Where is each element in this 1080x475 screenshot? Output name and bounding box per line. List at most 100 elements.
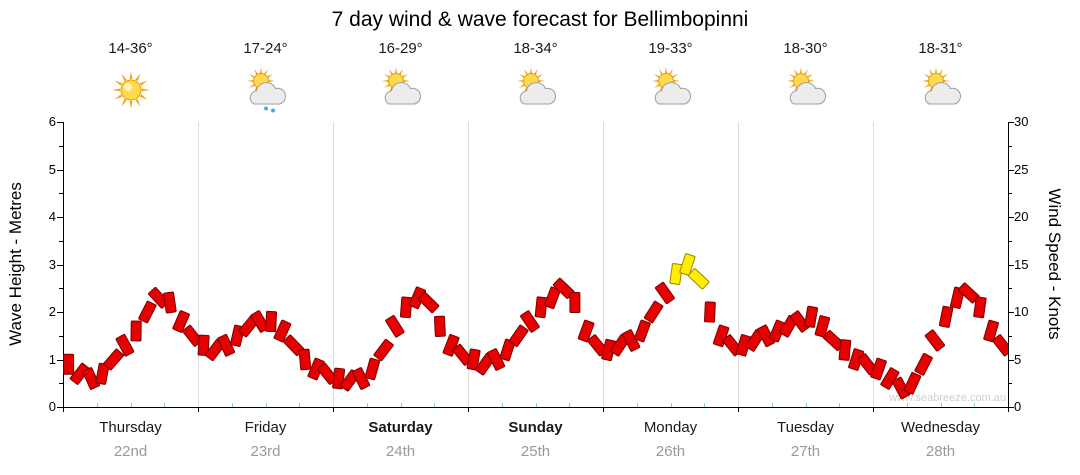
wind-barb xyxy=(992,334,1008,357)
temp-label: 16-29° xyxy=(378,40,423,57)
day-gridline xyxy=(333,122,334,407)
wind-barb xyxy=(130,320,142,342)
wind-barb xyxy=(838,339,852,361)
partly-cloudy-icon xyxy=(917,66,965,114)
wind-barb xyxy=(534,296,548,319)
x-axis-minor-tick xyxy=(96,403,98,407)
wind-barb xyxy=(265,310,278,333)
wind-axis-tick-label: 10 xyxy=(1014,304,1029,319)
temp-label: 14-36° xyxy=(108,40,153,57)
wave-axis-tick-label: 3 xyxy=(48,256,56,272)
wind-barb xyxy=(569,291,581,314)
wind-axis-minor-tick xyxy=(1008,145,1012,147)
x-axis-minor-tick xyxy=(771,403,773,407)
wave-axis-tick xyxy=(57,312,63,313)
date-label: 26th xyxy=(655,443,686,460)
wind-barb xyxy=(703,301,716,323)
wind-axis-tick xyxy=(1008,169,1014,171)
wind-barb xyxy=(163,291,177,314)
x-axis-tick xyxy=(603,407,604,412)
x-axis-minor-tick xyxy=(839,403,841,407)
wind-speed-axis-label: Wind Speed - Knots xyxy=(1045,188,1064,340)
x-axis-minor-tick xyxy=(299,403,301,407)
wind-axis-minor-tick xyxy=(1008,335,1012,337)
wind-axis-minor-tick xyxy=(1008,240,1012,242)
wave-axis-tick xyxy=(57,169,63,171)
wind-barb xyxy=(63,353,75,375)
x-axis-minor-tick xyxy=(569,403,571,407)
wind-barb xyxy=(654,281,675,305)
wave-axis-tick-label: 2 xyxy=(48,304,56,319)
x-axis-minor-tick xyxy=(535,403,537,407)
wave-axis-tick xyxy=(57,122,63,123)
day-label: Friday xyxy=(244,419,287,436)
wind-axis-tick-label: 15 xyxy=(1014,256,1029,272)
wind-barb xyxy=(385,315,405,338)
sunny-icon xyxy=(107,66,155,114)
wind-barb xyxy=(273,319,292,343)
wave-axis-tick xyxy=(57,217,63,218)
wind-barb xyxy=(103,348,125,371)
wind-barb xyxy=(903,371,922,395)
wind-barb xyxy=(373,338,394,362)
wave-axis-tick xyxy=(57,359,63,361)
x-axis-minor-tick xyxy=(906,403,908,407)
x-axis-minor-tick xyxy=(805,403,807,407)
wind-axis-tick-label: 30 xyxy=(1014,114,1029,129)
wind-axis-tick-label: 25 xyxy=(1014,161,1029,177)
wind-barb xyxy=(69,362,91,385)
wind-barb xyxy=(914,352,933,376)
date-label: 25th xyxy=(520,443,551,460)
partly-cloudy-icon xyxy=(782,66,830,114)
x-axis-minor-tick xyxy=(366,403,368,407)
x-axis-tick xyxy=(333,407,334,412)
wind-axis-tick-label: 5 xyxy=(1014,351,1022,367)
date-label: 27th xyxy=(790,443,821,460)
date-label: 24th xyxy=(385,443,416,460)
chart-title: 7 day wind & wave forecast for Bellimbop… xyxy=(331,8,749,31)
wind-barb xyxy=(250,310,270,333)
wind-axis-tick xyxy=(1008,122,1014,123)
partly-cloudy-icon xyxy=(512,66,560,114)
wave-axis-minor-tick xyxy=(59,288,63,290)
x-axis-minor-tick xyxy=(670,403,672,407)
partly-cloudy-rain-icon xyxy=(242,66,290,114)
day-gridline xyxy=(198,122,199,407)
x-axis-minor-tick xyxy=(974,403,976,407)
watermark: www.seabreeze.com.au xyxy=(889,392,1006,404)
wind-axis-tick-label: 20 xyxy=(1014,209,1029,224)
wave-axis-minor-tick xyxy=(59,145,63,147)
wind-barb xyxy=(983,319,999,343)
wind-barb-layer xyxy=(63,253,1008,400)
day-gridline xyxy=(603,122,604,407)
wind-barb xyxy=(115,333,135,357)
x-axis-minor-tick xyxy=(501,403,503,407)
date-label: 22nd xyxy=(113,443,148,460)
wind-barb xyxy=(138,300,157,324)
wave-axis-tick-label: 5 xyxy=(48,161,56,177)
wind-axis-minor-tick xyxy=(1008,383,1012,385)
temp-label: 18-31° xyxy=(918,40,963,57)
wave-axis-minor-tick xyxy=(59,193,63,195)
wave-axis-tick-label: 4 xyxy=(48,209,56,224)
wind-axis-tick xyxy=(1008,217,1014,218)
temp-label: 17-24° xyxy=(243,40,288,57)
date-label: 23rd xyxy=(250,443,281,460)
wave-axis-tick xyxy=(57,407,63,408)
x-axis-tick xyxy=(738,407,739,412)
wave-axis-tick xyxy=(57,264,63,266)
x-axis-minor-tick xyxy=(130,403,132,407)
wind-barb xyxy=(938,305,954,328)
wind-barb xyxy=(577,319,595,343)
wave-axis-minor-tick xyxy=(59,335,63,337)
x-axis-tick xyxy=(873,407,874,412)
day-label: Sunday xyxy=(508,419,563,436)
partly-cloudy-icon xyxy=(377,66,425,114)
day-gridline xyxy=(468,122,469,407)
wind-barb xyxy=(399,296,413,319)
wind-barb xyxy=(197,334,210,357)
wave-axis-minor-tick xyxy=(59,240,63,242)
x-axis-minor-tick xyxy=(164,403,166,407)
wind-barb xyxy=(508,324,529,347)
